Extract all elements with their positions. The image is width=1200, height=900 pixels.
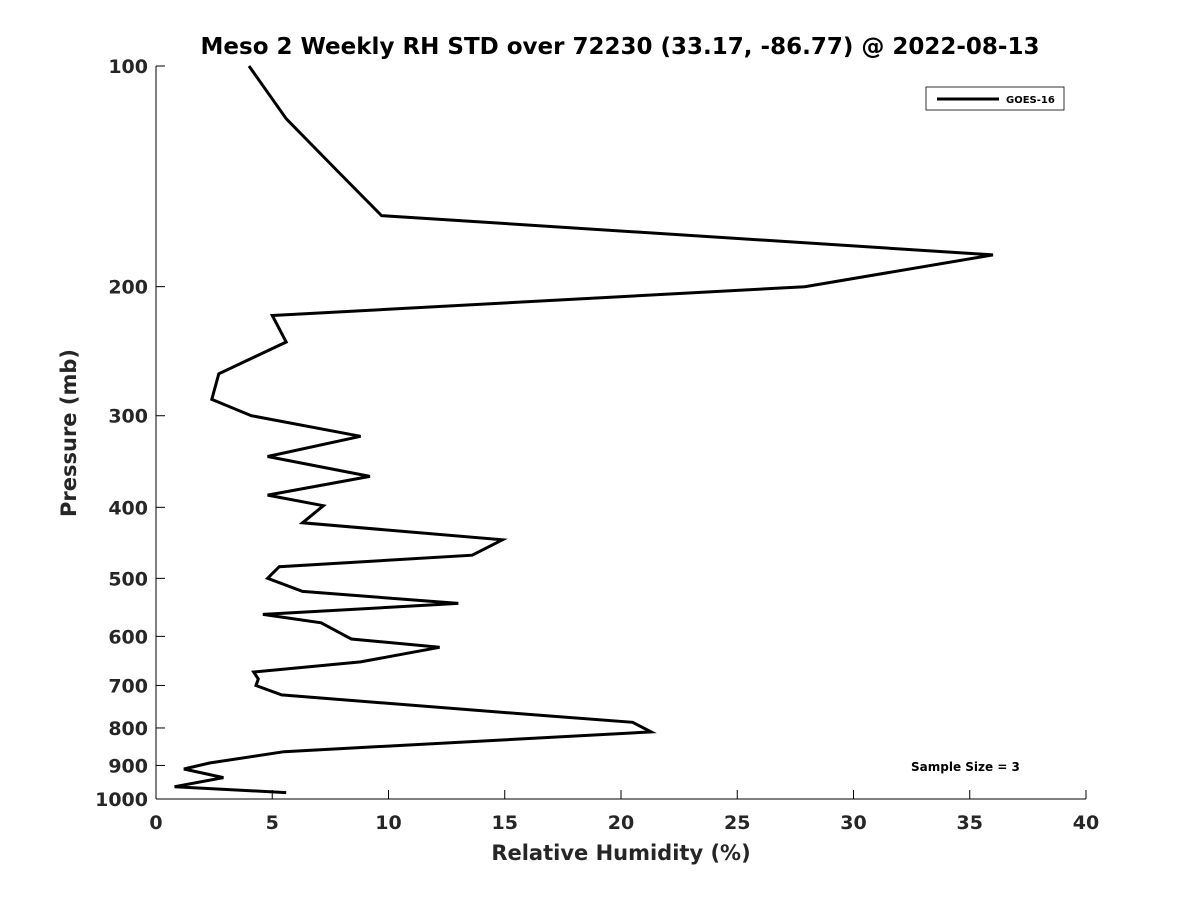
x-tick-label: 15 xyxy=(492,812,518,834)
legend: GOES-16 xyxy=(925,86,1065,111)
sample-size-annotation: Sample Size = 3 xyxy=(911,760,1020,774)
chart-title: Meso 2 Weekly RH STD over 72230 (33.17, … xyxy=(201,34,1040,60)
y-tick-label: 700 xyxy=(108,675,148,697)
y-axis-label: Pressure (mb) xyxy=(57,349,81,517)
x-tick-label: 40 xyxy=(1073,812,1099,834)
x-tick-label: 5 xyxy=(266,812,279,834)
y-tick-label: 400 xyxy=(108,497,148,519)
x-tick-label: 30 xyxy=(840,812,866,834)
y-tick-label: 300 xyxy=(108,406,148,428)
y-tick-label: 200 xyxy=(108,277,148,299)
x-tick-label: 0 xyxy=(149,812,162,834)
y-tick-label: 500 xyxy=(108,568,148,590)
x-axis-ticks: 0 5 10 15 20 25 30 35 40 xyxy=(149,790,1099,834)
x-tick-label: 35 xyxy=(957,812,983,834)
x-tick-label: 25 xyxy=(724,812,750,834)
x-tick-label: 10 xyxy=(375,812,401,834)
series-line-goes-16 xyxy=(174,65,994,795)
series-group xyxy=(174,65,994,795)
y-axis-ticks: 100 200 300 400 500 600 700 800 900 1000 xyxy=(95,56,165,811)
y-tick-label: 100 xyxy=(108,56,148,78)
y-tick-label: 1000 xyxy=(95,789,148,811)
y-tick-label: 600 xyxy=(108,626,148,648)
legend-entry-label: GOES-16 xyxy=(1006,95,1055,106)
y-tick-label: 800 xyxy=(108,718,148,740)
x-axis-label: Relative Humidity (%) xyxy=(491,841,750,865)
y-tick-label: 900 xyxy=(108,755,148,777)
x-tick-label: 20 xyxy=(608,812,634,834)
